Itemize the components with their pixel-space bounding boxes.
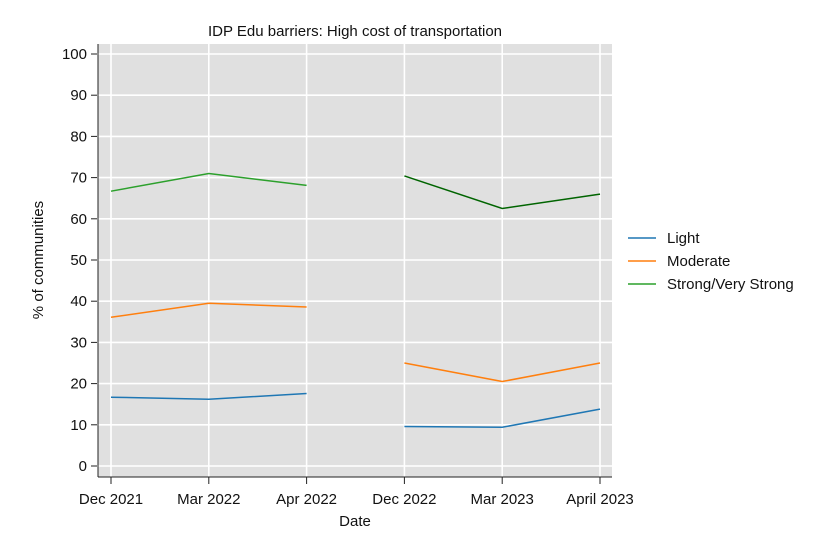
x-tick-label: Dec 2022	[372, 491, 436, 508]
y-tick-label: 40	[70, 293, 87, 310]
x-tick-label: Mar 2022	[177, 491, 240, 508]
legend: Light Moderate Strong/Very Strong	[628, 230, 794, 293]
x-axis: Dec 2021 Mar 2022 Apr 2022 Dec 2022 Mar 2023…	[79, 476, 634, 508]
series-line-strong-very-strong	[404, 175, 601, 210]
y-tick-label: 60	[70, 211, 87, 228]
legend-label: Moderate	[667, 253, 730, 270]
x-tick-label: Mar 2023	[471, 491, 534, 508]
series-line-light	[110, 392, 307, 401]
y-tick-label: 50	[70, 252, 87, 269]
x-tick-label: Dec 2021	[79, 491, 143, 508]
legend-label: Strong/Very Strong	[667, 276, 794, 293]
y-tick-label: 100	[62, 46, 87, 63]
y-tick-label: 30	[70, 334, 87, 351]
y-tick-label: 0	[79, 458, 87, 475]
y-tick-label: 10	[70, 417, 87, 434]
y-tick-label: 70	[70, 170, 87, 187]
series-line-moderate	[110, 302, 307, 319]
y-tick-label: 80	[70, 128, 87, 145]
y-axis: 0 10 20 30 40 50 60 70 80 90 100	[62, 44, 99, 477]
series-line-strong-very-strong	[110, 172, 307, 192]
x-tick-label: Apr 2022	[276, 491, 337, 508]
y-tick-label: 90	[70, 87, 87, 104]
y-axis-title: % of communities	[30, 201, 47, 319]
y-tick-label: 20	[70, 376, 87, 393]
x-axis-title: Date	[339, 513, 371, 530]
series-lines	[110, 172, 601, 429]
series-line-light	[404, 408, 601, 429]
legend-label: Light	[667, 230, 700, 247]
chart-title: IDP Edu barriers: High cost of transport…	[208, 23, 502, 40]
x-tick-label: April 2023	[566, 491, 634, 508]
series-line-moderate	[404, 362, 601, 383]
